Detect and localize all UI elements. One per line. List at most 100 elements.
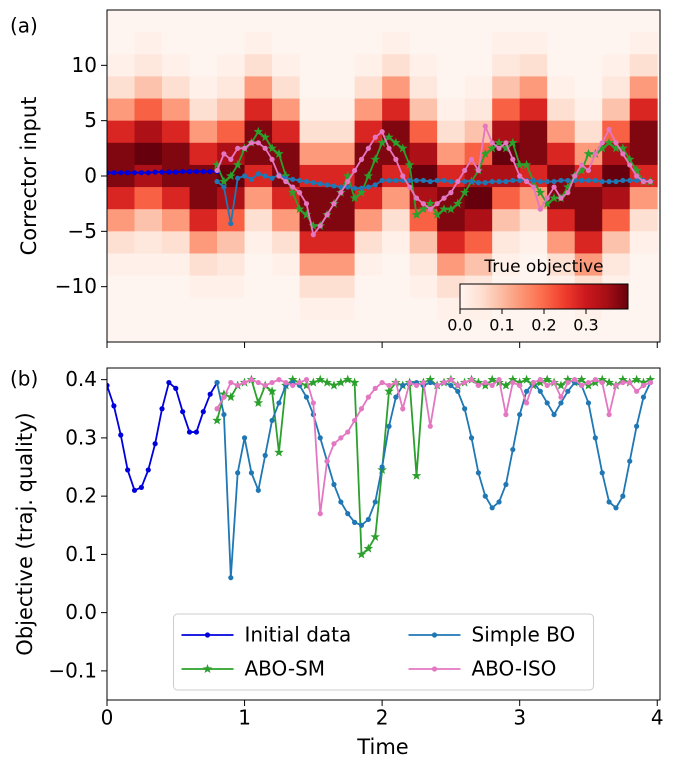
- star-marker: [618, 143, 628, 153]
- heatmap-cell: [327, 98, 356, 122]
- point-marker: [235, 175, 241, 181]
- heatmap-cell: [272, 275, 300, 299]
- point-marker: [290, 176, 296, 182]
- heatmap-cell: [354, 209, 383, 232]
- point-marker: [407, 184, 413, 190]
- point-marker: [221, 184, 227, 190]
- heatmap-cell: [244, 253, 273, 276]
- star-marker: [274, 447, 284, 457]
- heatmap-cell: [547, 120, 576, 144]
- heatmap-cell: [162, 142, 190, 166]
- point-marker: [221, 151, 227, 157]
- heatmap-cell: [134, 76, 163, 99]
- heatmap-cell: [464, 54, 493, 77]
- point-marker: [523, 178, 530, 185]
- point-marker: [475, 470, 482, 476]
- point-marker: [448, 178, 454, 185]
- star-marker: [583, 148, 594, 158]
- point-marker: [475, 180, 482, 186]
- point-marker: [517, 173, 523, 179]
- heatmap-cell: [354, 32, 383, 55]
- point-marker: [324, 212, 330, 218]
- heatmap-cell: [519, 10, 548, 33]
- star-marker: [576, 374, 587, 384]
- heatmap-cell: [519, 231, 548, 254]
- heatmap-cell: [354, 297, 383, 321]
- legend-marker: [204, 632, 211, 638]
- heatmap-cell: [299, 120, 328, 144]
- heatmap-cell: [162, 10, 190, 33]
- point-marker: [599, 140, 605, 146]
- point-marker: [441, 177, 447, 184]
- point-marker: [400, 406, 406, 412]
- point-marker: [640, 178, 647, 185]
- star-marker: [212, 159, 222, 169]
- point-marker: [599, 178, 605, 185]
- point-marker: [572, 377, 578, 383]
- heatmap-cell: [272, 76, 300, 99]
- heatmap-cell: [162, 98, 190, 122]
- heatmap-cell: [547, 10, 576, 33]
- point-marker: [530, 177, 537, 184]
- heatmap-cell: [574, 10, 603, 33]
- heatmap-cell: [629, 32, 658, 55]
- heatmap-cell: [134, 231, 163, 254]
- heatmap-cell: [574, 187, 603, 210]
- star-marker: [253, 126, 264, 136]
- point-marker: [269, 417, 275, 424]
- colorbar: [459, 283, 629, 310]
- star-marker: [253, 397, 264, 407]
- heatmap-cell: [189, 10, 218, 33]
- heatmap-cell: [602, 32, 631, 55]
- heatmap-cell: [327, 142, 356, 166]
- heatmap-cell: [602, 319, 631, 343]
- heatmap-cell: [629, 319, 658, 343]
- x-tick-label: 1: [238, 706, 251, 730]
- point-marker: [510, 177, 516, 184]
- heatmap-cell: [437, 54, 466, 77]
- heatmap-cell: [107, 319, 135, 343]
- point-marker: [551, 379, 557, 386]
- point-marker: [613, 178, 619, 185]
- point-marker: [283, 379, 289, 386]
- heatmap-cell: [519, 98, 548, 122]
- heatmap-cell: [382, 187, 411, 210]
- heatmap-cell: [409, 209, 438, 232]
- heatmap-cell: [189, 32, 218, 55]
- point-marker: [627, 162, 633, 168]
- point-marker: [193, 429, 200, 435]
- point-marker: [166, 169, 172, 175]
- point-marker: [448, 377, 454, 383]
- heatmap-cell: [409, 54, 438, 77]
- star-marker: [597, 143, 607, 153]
- heatmap-cell: [519, 209, 548, 232]
- point-marker: [434, 201, 440, 207]
- heatmap-cell: [189, 209, 218, 232]
- point-marker: [434, 382, 440, 389]
- point-marker: [620, 379, 626, 386]
- heatmap-cell: [437, 32, 466, 55]
- colorbar-tick-label: 0.0: [447, 316, 472, 335]
- heatmap-cell: [162, 253, 190, 276]
- heatmap-cell: [574, 120, 603, 144]
- heatmap-cell: [299, 253, 328, 276]
- point-marker: [427, 206, 433, 212]
- heatmap-cell: [629, 142, 658, 166]
- heatmap-cell: [107, 209, 135, 232]
- heatmap-cell: [244, 98, 273, 122]
- point-marker: [317, 511, 323, 517]
- point-marker: [241, 435, 248, 441]
- point-marker: [235, 382, 241, 389]
- point-marker: [145, 467, 151, 473]
- point-marker: [241, 379, 248, 386]
- star-marker: [370, 531, 380, 541]
- heatmap-cell: [107, 54, 135, 77]
- heatmap-cell: [519, 319, 548, 343]
- heatmap-cell: [547, 319, 576, 343]
- point-marker: [634, 388, 640, 394]
- heatmap-cell: [189, 98, 218, 122]
- heatmap-cell: [382, 275, 411, 299]
- heatmap-cell: [464, 209, 493, 232]
- heatmap-cell: [574, 231, 603, 254]
- heatmap-cell: [602, 120, 631, 144]
